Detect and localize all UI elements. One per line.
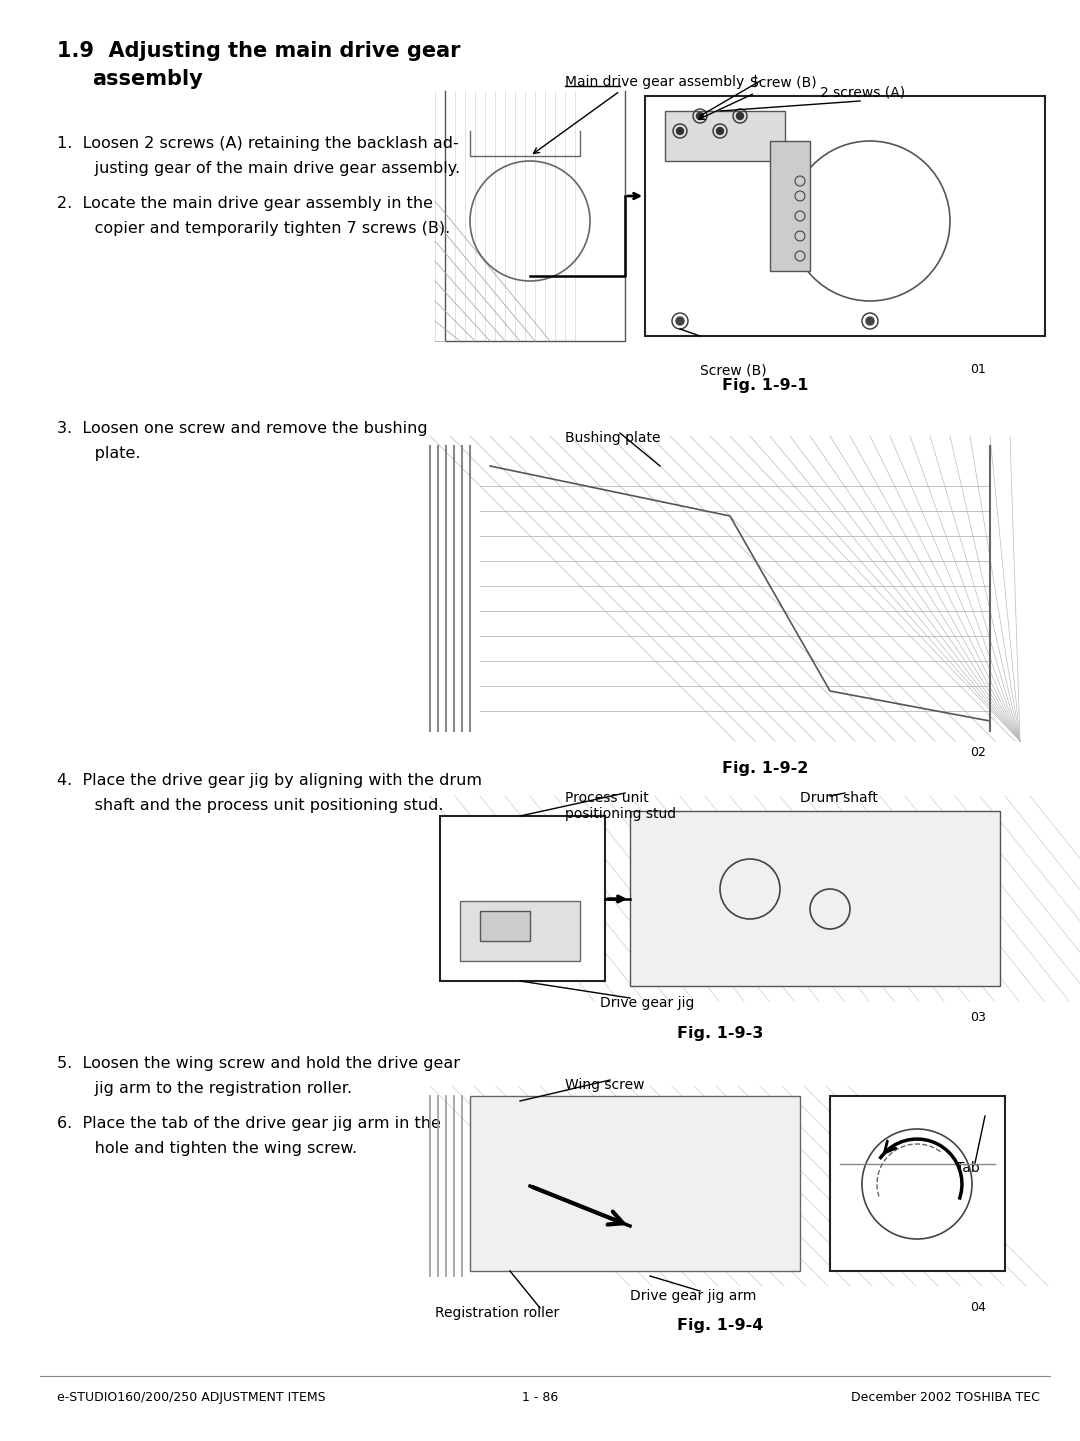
Circle shape: [737, 112, 743, 120]
Circle shape: [716, 127, 724, 134]
Text: 4.  Place the drive gear jig by aligning with the drum: 4. Place the drive gear jig by aligning …: [57, 772, 482, 788]
Text: Drum shaft: Drum shaft: [800, 791, 878, 806]
Bar: [770, 141, 810, 271]
Text: Tab: Tab: [956, 1161, 980, 1174]
Text: Fig. 1-9-4: Fig. 1-9-4: [677, 1319, 764, 1333]
Bar: [665, 111, 785, 161]
Text: 2 screws (A): 2 screws (A): [820, 86, 905, 99]
Text: Fig. 1-9-1: Fig. 1-9-1: [721, 378, 808, 393]
Text: 1.9  Adjusting the main drive gear: 1.9 Adjusting the main drive gear: [57, 40, 460, 61]
Bar: [440, 816, 605, 981]
Bar: [430, 1087, 1020, 1285]
Text: jig arm to the registration roller.: jig arm to the registration roller.: [69, 1081, 352, 1097]
Text: Process unit
positioning stud: Process unit positioning stud: [565, 791, 676, 821]
Text: Fig. 1-9-2: Fig. 1-9-2: [721, 761, 808, 777]
Text: shaft and the process unit positioning stud.: shaft and the process unit positioning s…: [69, 798, 444, 813]
Text: 5.  Loosen the wing screw and hold the drive gear: 5. Loosen the wing screw and hold the dr…: [57, 1056, 460, 1071]
Text: Drive gear jig arm: Drive gear jig arm: [630, 1290, 756, 1303]
Bar: [645, 97, 1045, 336]
Text: e-STUDIO160/200/250 ADJUSTMENT ITEMS: e-STUDIO160/200/250 ADJUSTMENT ITEMS: [57, 1391, 326, 1404]
Text: justing gear of the main drive gear assembly.: justing gear of the main drive gear asse…: [69, 161, 460, 176]
Text: Wing screw: Wing screw: [565, 1078, 645, 1092]
Text: plate.: plate.: [69, 447, 140, 461]
Circle shape: [866, 317, 874, 326]
Bar: [430, 795, 1020, 1001]
Text: 1.  Loosen 2 screws (A) retaining the backlash ad-: 1. Loosen 2 screws (A) retaining the bac…: [57, 135, 459, 151]
Circle shape: [676, 127, 684, 134]
Bar: [430, 81, 1020, 352]
Text: 04: 04: [970, 1301, 986, 1314]
Bar: [630, 811, 1000, 986]
Circle shape: [697, 112, 703, 120]
Text: Bushing plate: Bushing plate: [565, 431, 661, 445]
Text: Drive gear jig: Drive gear jig: [600, 996, 694, 1010]
Text: Main drive gear assembly: Main drive gear assembly: [565, 75, 744, 89]
Text: 2.  Locate the main drive gear assembly in the: 2. Locate the main drive gear assembly i…: [57, 196, 433, 210]
Circle shape: [676, 317, 684, 326]
Bar: [430, 437, 1020, 741]
Text: 6.  Place the tab of the drive gear jig arm in the: 6. Place the tab of the drive gear jig a…: [57, 1115, 441, 1131]
Text: Registration roller: Registration roller: [435, 1306, 559, 1320]
Text: Screw (B): Screw (B): [700, 363, 767, 378]
Bar: [831, 1097, 1005, 1271]
Bar: [480, 911, 530, 941]
Text: 1 - 86: 1 - 86: [522, 1391, 558, 1404]
Bar: [470, 1097, 800, 1271]
Text: 02: 02: [970, 746, 986, 759]
Text: Fig. 1-9-3: Fig. 1-9-3: [677, 1026, 764, 1040]
Text: Screw (B): Screw (B): [750, 75, 816, 89]
Text: 01: 01: [970, 363, 986, 376]
Text: December 2002 TOSHIBA TEC: December 2002 TOSHIBA TEC: [851, 1391, 1040, 1404]
Text: hole and tighten the wing screw.: hole and tighten the wing screw.: [69, 1141, 357, 1156]
Text: 3.  Loosen one screw and remove the bushing: 3. Loosen one screw and remove the bushi…: [57, 421, 428, 437]
Text: 03: 03: [970, 1012, 986, 1025]
Text: assembly: assembly: [92, 69, 203, 89]
Bar: [460, 901, 580, 961]
Text: copier and temporarily tighten 7 screws (B).: copier and temporarily tighten 7 screws …: [69, 220, 450, 236]
